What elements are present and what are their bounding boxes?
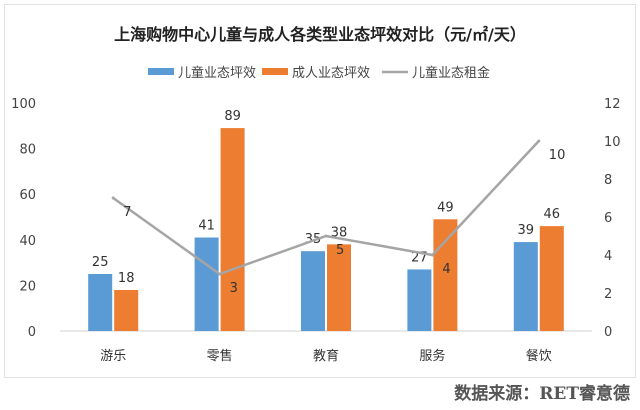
y-right-tick: 2 bbox=[604, 287, 612, 302]
legend-label-0: 儿童业态坪效 bbox=[178, 65, 256, 81]
line-point-2 bbox=[324, 234, 328, 238]
bar-1-1 bbox=[220, 128, 245, 331]
bar-0-2 bbox=[301, 251, 325, 331]
bar-label: 49 bbox=[437, 200, 454, 215]
line-label: 4 bbox=[442, 262, 450, 277]
bar-0-1 bbox=[194, 237, 219, 331]
y-left-tick: 80 bbox=[19, 143, 36, 158]
legend-swatch-1 bbox=[262, 68, 288, 75]
line-label: 7 bbox=[123, 205, 131, 220]
line-point-1 bbox=[218, 272, 222, 276]
bar-1-4 bbox=[539, 226, 564, 331]
bar-label: 46 bbox=[544, 207, 561, 222]
legend-label-1: 成人业态坪效 bbox=[292, 66, 370, 81]
bar-1-3 bbox=[433, 219, 458, 331]
bar-1-2 bbox=[327, 244, 351, 331]
line-point-3 bbox=[430, 253, 434, 257]
legend-label-2: 儿童业态租金 bbox=[412, 65, 490, 81]
bar-label: 18 bbox=[118, 271, 135, 286]
y-right-tick: 10 bbox=[604, 135, 621, 150]
line-label: 5 bbox=[336, 243, 344, 258]
x-tick-label: 零售 bbox=[207, 348, 233, 364]
y-right-tick: 8 bbox=[604, 173, 612, 188]
chart-frame bbox=[4, 4, 636, 378]
line-series bbox=[112, 140, 540, 276]
bar-label: 39 bbox=[518, 223, 535, 238]
y-right-tick: 0 bbox=[604, 325, 612, 340]
line-point-0 bbox=[111, 196, 115, 200]
line-label: 3 bbox=[230, 281, 238, 296]
line-point-4 bbox=[537, 139, 541, 143]
source-note: 数据来源：RET睿意德 bbox=[454, 384, 630, 404]
y-left-tick: 60 bbox=[19, 188, 36, 203]
bar-label: 41 bbox=[198, 219, 215, 234]
y-left-tick: 20 bbox=[19, 279, 36, 294]
y-right-tick: 12 bbox=[604, 97, 621, 112]
x-tick-label: 服务 bbox=[419, 348, 445, 364]
line-label: 10 bbox=[549, 148, 566, 163]
bar-0-4 bbox=[513, 242, 538, 331]
y-left-tick: 40 bbox=[19, 234, 36, 249]
y-right-tick: 6 bbox=[604, 211, 612, 226]
bar-0-3 bbox=[407, 269, 432, 331]
x-tick-label: 游乐 bbox=[100, 349, 126, 364]
bar-0-0 bbox=[88, 274, 113, 331]
chart-title: 上海购物中心儿童与成人各类型业态坪效对比（元/㎡/天） bbox=[114, 25, 526, 44]
y-left-tick: 100 bbox=[11, 97, 36, 112]
y-left-tick: 0 bbox=[28, 325, 36, 340]
bar-1-0 bbox=[114, 289, 139, 331]
x-tick-label: 餐饮 bbox=[526, 348, 552, 364]
y-right-tick: 4 bbox=[604, 249, 612, 264]
legend-swatch-0 bbox=[148, 68, 174, 75]
bar-label: 25 bbox=[92, 255, 109, 270]
x-tick-label: 教育 bbox=[313, 348, 339, 364]
bar-label: 89 bbox=[224, 109, 241, 124]
